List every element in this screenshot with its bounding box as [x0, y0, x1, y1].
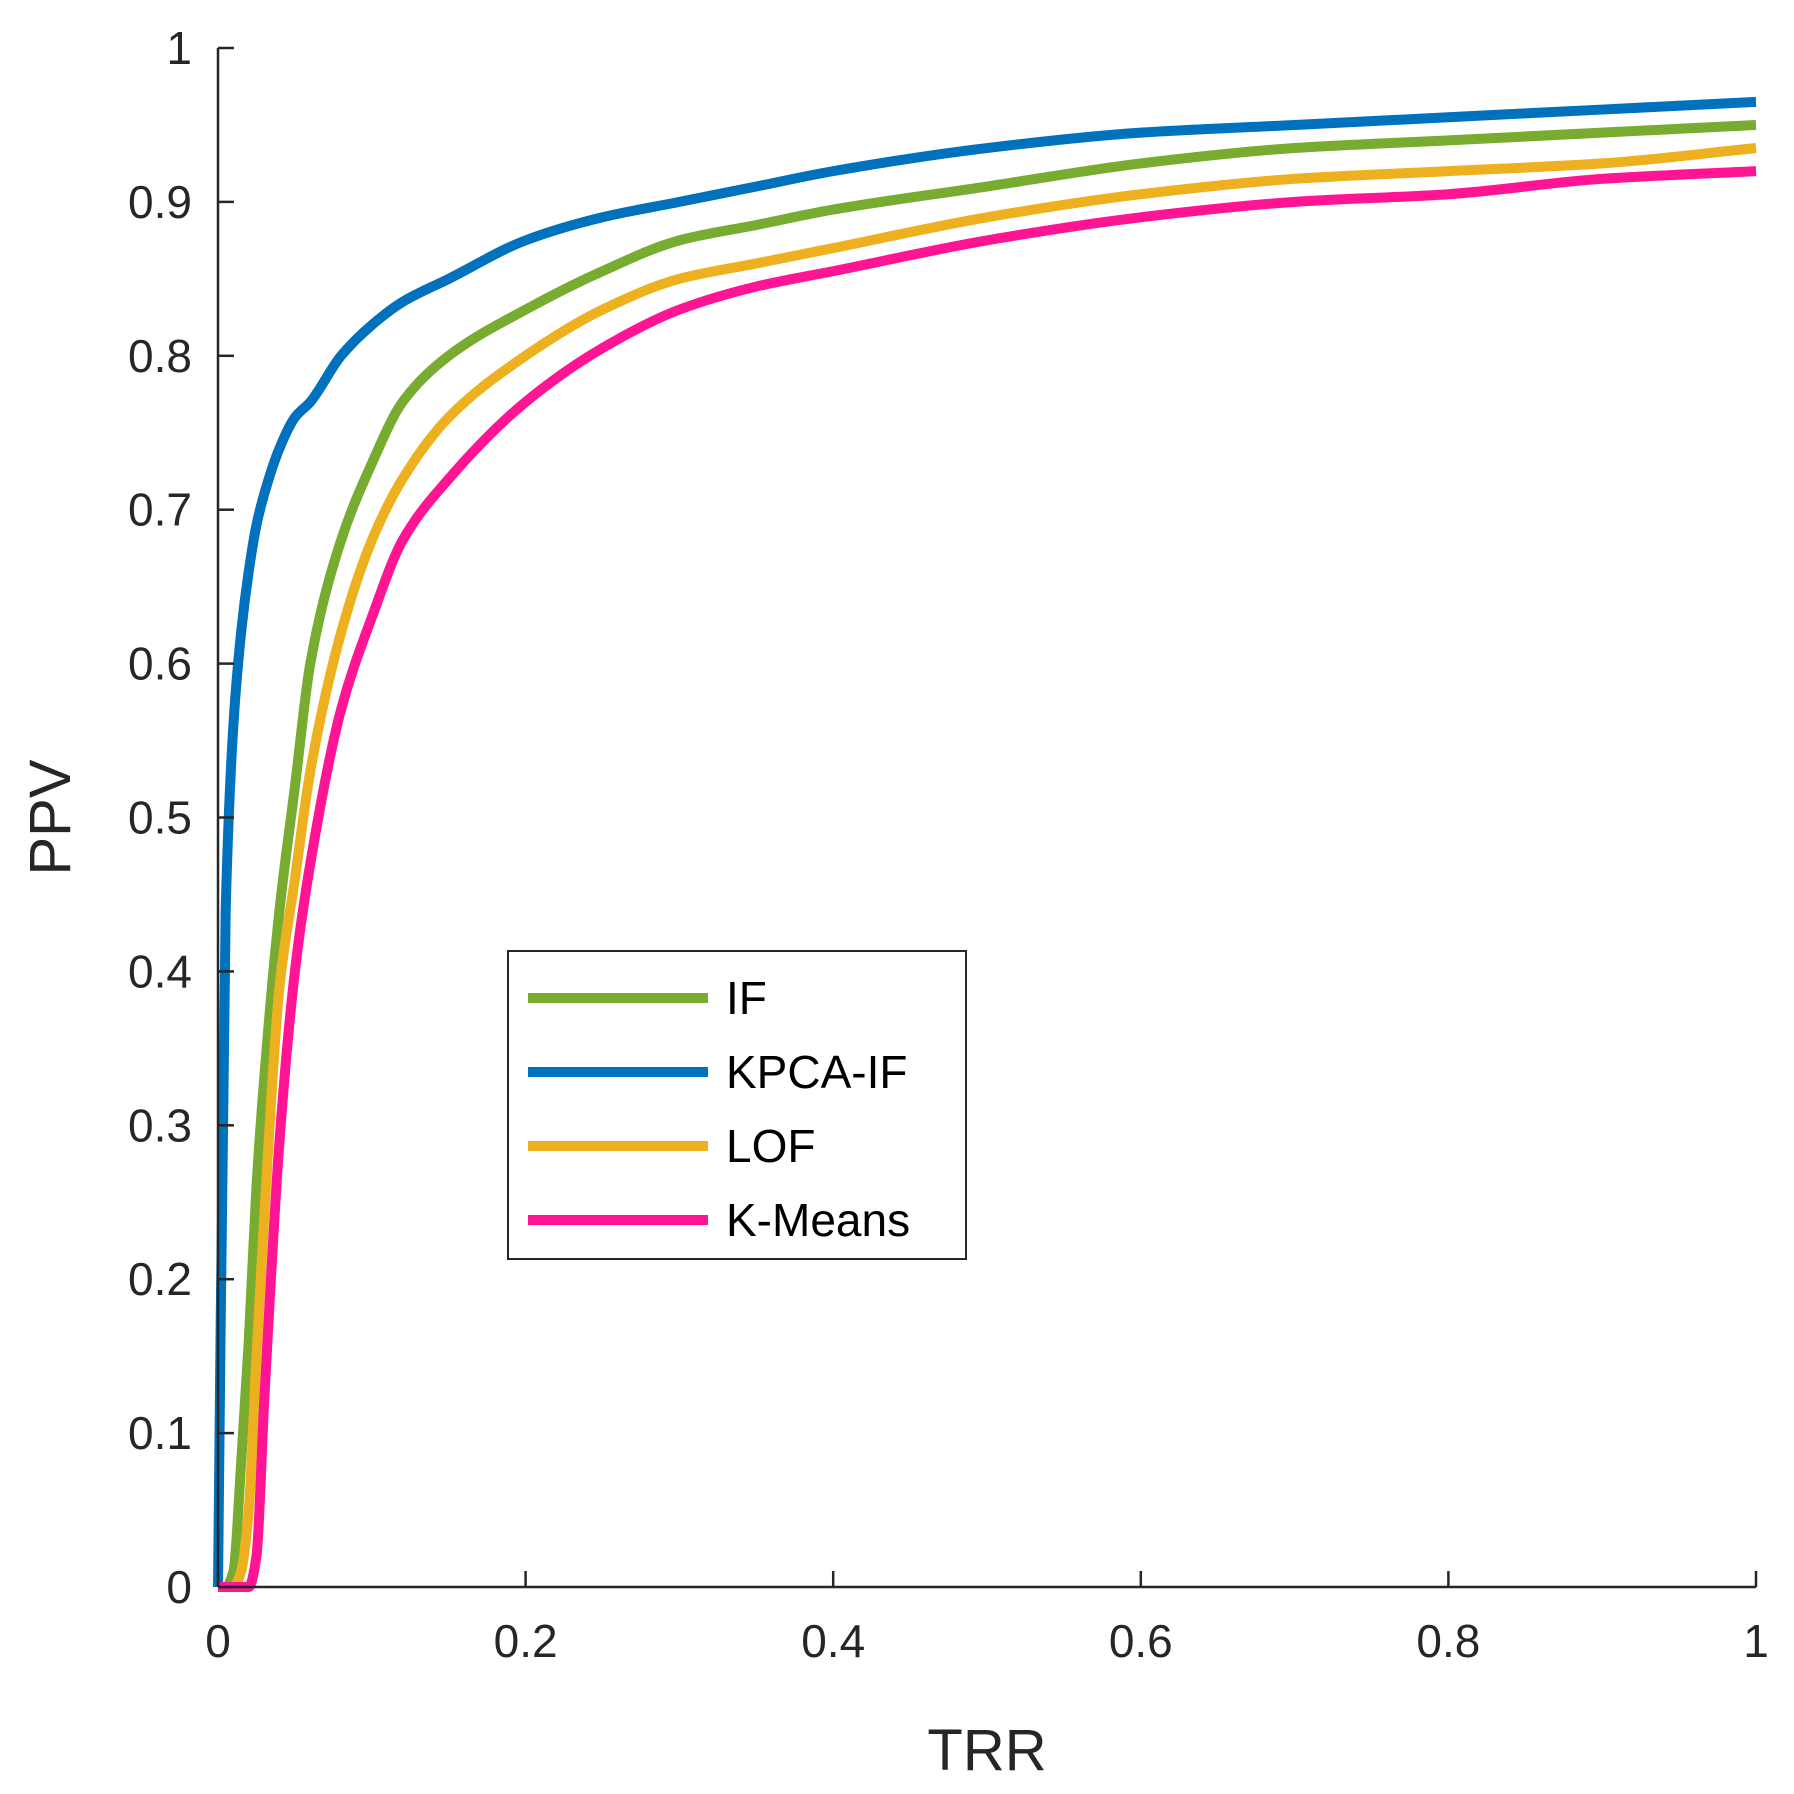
y-tick-label: 0.8 [128, 330, 192, 382]
legend-label-kpca-if: KPCA-IF [726, 1046, 907, 1098]
series-line-k-means [218, 166, 1757, 1592]
series-line-kpca-if [213, 96, 1757, 1588]
x-tick-label: 0 [205, 1615, 231, 1667]
legend-label-lof: LOF [726, 1120, 815, 1172]
x-tick-label: 0.4 [801, 1615, 865, 1667]
legend: IF KPCA-IF LOF K-Means [507, 950, 967, 1260]
x-axis-label: TRR [927, 1718, 1046, 1783]
y-tick-label: 0.9 [128, 176, 192, 228]
x-tick-label: 0.2 [494, 1615, 558, 1667]
legend-label-if: IF [726, 972, 767, 1024]
y-tick-label: 0.1 [128, 1407, 192, 1459]
series-line-if [218, 119, 1757, 1592]
y-tick-label: 0.4 [128, 945, 192, 997]
series-layer [213, 96, 1757, 1592]
legend-label-k-means: K-Means [726, 1194, 910, 1246]
y-tick-label: 1 [166, 22, 192, 74]
series-line-lof [218, 143, 1757, 1592]
y-tick-label: 0 [166, 1561, 192, 1613]
ticks-layer: 0 0.2 0.4 0.6 0.8 1 0 0.1 0.2 0.3 0.4 0.5 0.6 0.7 0.8 0… [128, 22, 1769, 1667]
x-tick-label: 1 [1743, 1615, 1769, 1667]
y-tick-label: 0.7 [128, 484, 192, 536]
y-tick-label: 0.5 [128, 792, 192, 844]
x-tick-label: 0.8 [1416, 1615, 1480, 1667]
legend-box [507, 950, 967, 1260]
y-tick-label: 0.2 [128, 1253, 192, 1305]
x-tick-label: 0.6 [1109, 1615, 1173, 1667]
y-tick-label: 0.3 [128, 1099, 192, 1151]
y-tick-label: 0.6 [128, 638, 192, 690]
y-axis-label: PPV [18, 759, 83, 875]
